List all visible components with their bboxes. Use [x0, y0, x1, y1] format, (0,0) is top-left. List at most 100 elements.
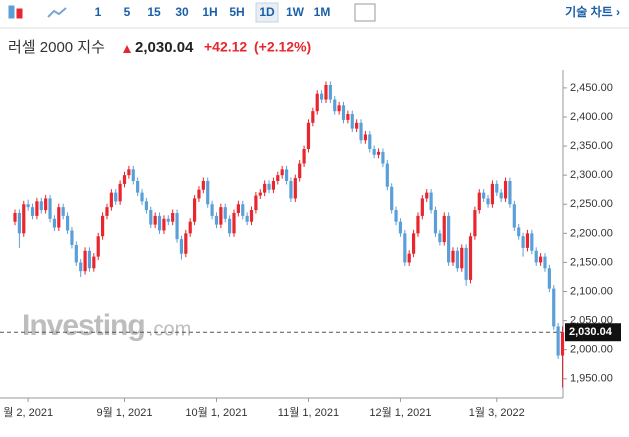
candle-body: [403, 233, 407, 263]
interval-button[interactable]: 5: [124, 5, 131, 19]
active-interval: [255, 2, 279, 23]
candle-body: [298, 163, 302, 179]
candle-body: [249, 210, 254, 222]
candle-body: [79, 262, 83, 272]
candle-body: [96, 236, 100, 257]
candle-body: [521, 236, 525, 248]
candle-body: [109, 192, 113, 208]
y-tick-label: 2,250.00: [570, 198, 613, 210]
candle-body: [258, 192, 262, 196]
candle-body: [127, 169, 131, 176]
tech-chart-link[interactable]: 기술 차트 ›: [565, 4, 620, 19]
y-tick-label: 2,150.00: [570, 256, 613, 268]
candle-body: [473, 210, 477, 237]
candle-body: [254, 195, 258, 211]
candle-body: [455, 250, 459, 269]
candle-body: [271, 180, 276, 190]
candle-body: [337, 105, 341, 112]
candle-body: [525, 233, 530, 248]
candle-body: [48, 198, 52, 219]
candle-body: [52, 218, 57, 228]
candle-body: [311, 111, 315, 123]
toolbar: [0, 0, 629, 28]
candle-body: [280, 169, 284, 176]
candle-body: [263, 183, 267, 193]
candle-body: [394, 210, 398, 222]
candle-body: [61, 207, 65, 216]
candle-body: [363, 134, 367, 141]
interval-button[interactable]: 1: [95, 5, 102, 19]
candle-body: [122, 175, 127, 184]
candle-body: [468, 236, 473, 280]
candle-body: [320, 93, 324, 100]
quote-price: 2,030.04: [135, 39, 194, 56]
candle-icon[interactable]: [8, 5, 23, 19]
candle-body: [438, 233, 442, 243]
candle-body: [411, 233, 416, 254]
candle-body: [13, 212, 17, 222]
candle-body: [560, 332, 565, 356]
candle-body: [192, 198, 197, 222]
candle-body: [184, 233, 188, 254]
candle-body: [70, 230, 74, 245]
candle-body: [219, 207, 223, 225]
y-tick-label: 2,200.00: [570, 227, 613, 239]
candle-body: [425, 192, 429, 199]
candle-body: [464, 247, 468, 280]
x-tick-label: 12월 1, 2021: [369, 406, 431, 419]
candle-body: [206, 180, 210, 205]
candle-body: [530, 233, 534, 251]
interval-button[interactable]: 15: [147, 5, 161, 19]
line-icon[interactable]: [47, 7, 67, 18]
candle-body: [35, 201, 39, 216]
candle-body: [276, 175, 280, 181]
interval-button[interactable]: 1M: [314, 5, 331, 19]
candle-body: [512, 204, 516, 228]
interval-button[interactable]: 1W: [286, 5, 305, 19]
x-tick-label: 11월 1, 2021: [278, 406, 339, 419]
y-tick-label: 2,000.00: [570, 344, 613, 356]
candle-body: [57, 207, 61, 228]
candle-body: [241, 204, 245, 216]
interval-button[interactable]: 1H: [202, 5, 217, 19]
candle-body: [556, 326, 560, 356]
candle-body: [433, 210, 438, 234]
candle-body: [398, 221, 403, 234]
settings-icon[interactable]: [354, 3, 376, 22]
candle-body: [477, 192, 481, 211]
candle-body: [162, 218, 166, 231]
candle-body: [359, 122, 363, 141]
candle-body: [482, 192, 486, 199]
x-tick-label: 10월 1, 2021: [185, 406, 247, 419]
candle-body: [534, 250, 538, 263]
candle-body: [543, 256, 547, 269]
candle-body: [376, 151, 381, 155]
candle-body: [451, 250, 455, 263]
candle-body: [442, 215, 446, 243]
candle-body: [306, 122, 311, 149]
interval-button[interactable]: 1D: [259, 5, 275, 19]
candle-body: [114, 192, 118, 202]
candle-body: [539, 256, 543, 263]
interval-button[interactable]: 5H: [229, 5, 244, 19]
candle-body: [101, 215, 105, 237]
last-price-tag: [565, 323, 621, 342]
x-tick-label: 9월 1, 2021: [97, 406, 153, 419]
candle-body: [552, 288, 556, 327]
candle-body: [87, 250, 92, 269]
candle-body: [179, 239, 184, 254]
candle-body: [74, 244, 78, 263]
candle-body: [293, 178, 297, 199]
candle-body: [232, 212, 236, 234]
candle-body: [236, 204, 240, 213]
candle-body: [83, 250, 87, 272]
candle-body: [503, 180, 508, 199]
candle-body: [144, 201, 148, 211]
candle-body: [223, 207, 227, 219]
watermark: Investing: [22, 309, 145, 342]
interval-button[interactable]: 30: [175, 5, 189, 19]
candle-body: [350, 114, 354, 129]
candle-body: [201, 180, 205, 190]
candle-body: [289, 180, 293, 199]
